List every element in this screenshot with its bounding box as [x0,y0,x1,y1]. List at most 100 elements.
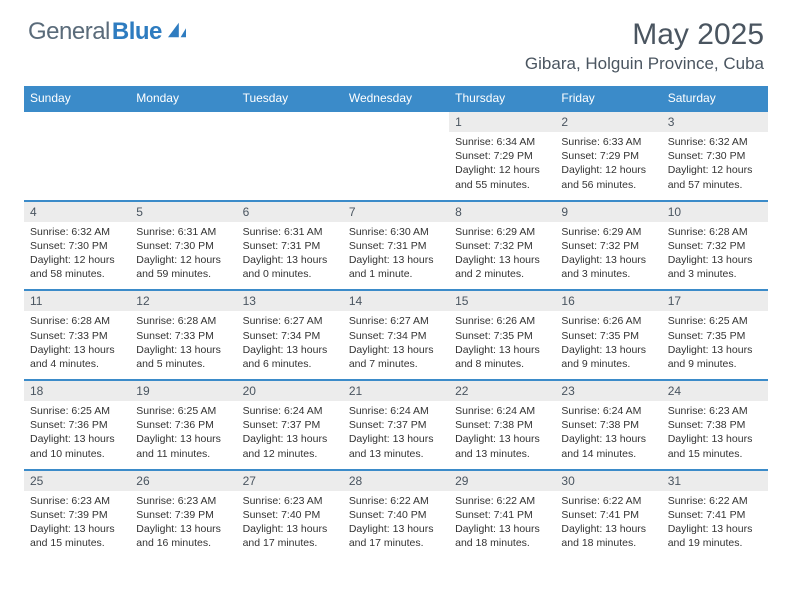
location-text: Gibara, Holguin Province, Cuba [525,54,764,74]
day-data: Sunrise: 6:22 AMSunset: 7:41 PMDaylight:… [555,491,661,559]
daylight-text: Daylight: 13 hours and 19 minutes. [668,522,762,550]
day-number: 14 [343,291,449,311]
day-data [24,118,130,174]
sunset-text: Sunset: 7:35 PM [455,329,549,343]
day-data: Sunrise: 6:23 AMSunset: 7:39 PMDaylight:… [24,491,130,559]
day-number: 11 [24,291,130,311]
month-title: May 2025 [525,18,764,52]
daylight-text: Daylight: 13 hours and 15 minutes. [30,522,124,550]
sunrise-text: Sunrise: 6:23 AM [30,494,124,508]
day-cell: 17Sunrise: 6:25 AMSunset: 7:35 PMDayligh… [662,290,768,380]
day-number: 6 [237,202,343,222]
day-cell: 20Sunrise: 6:24 AMSunset: 7:37 PMDayligh… [237,380,343,470]
sunset-text: Sunset: 7:32 PM [455,239,549,253]
day-number: 19 [130,381,236,401]
day-data: Sunrise: 6:23 AMSunset: 7:40 PMDaylight:… [237,491,343,559]
sunrise-text: Sunrise: 6:25 AM [668,314,762,328]
day-cell: 11Sunrise: 6:28 AMSunset: 7:33 PMDayligh… [24,290,130,380]
day-number: 7 [343,202,449,222]
day-data: Sunrise: 6:25 AMSunset: 7:36 PMDaylight:… [24,401,130,469]
sunrise-text: Sunrise: 6:28 AM [668,225,762,239]
day-number: 3 [662,112,768,132]
day-cell: 16Sunrise: 6:26 AMSunset: 7:35 PMDayligh… [555,290,661,380]
sunrise-text: Sunrise: 6:27 AM [243,314,337,328]
sunset-text: Sunset: 7:34 PM [349,329,443,343]
day-data [130,118,236,174]
calendar-table: Sunday Monday Tuesday Wednesday Thursday… [24,86,768,558]
sunrise-text: Sunrise: 6:23 AM [668,404,762,418]
day-number: 31 [662,471,768,491]
daylight-text: Daylight: 13 hours and 4 minutes. [30,343,124,371]
brand-general: General [28,18,110,46]
sunset-text: Sunset: 7:38 PM [668,418,762,432]
day-data: Sunrise: 6:34 AMSunset: 7:29 PMDaylight:… [449,132,555,200]
week-row: 1Sunrise: 6:34 AMSunset: 7:29 PMDaylight… [24,111,768,201]
week-row: 11 Sunrise: 6:28 AM Sunset: 7:33 PM Dayligh… [24,290,768,380]
daylight-text: Daylight: 13 hours and 13 minutes. [349,432,443,460]
day-cell: 30Sunrise: 6:22 AMSunset: 7:41 PMDayligh… [555,470,661,559]
day-number: 22 [449,381,555,401]
day-cell: 10Sunrise: 6:28 AMSunset: 7:32 PMDayligh… [662,201,768,291]
day-cell: 5Sunrise: 6:31 AMSunset: 7:30 PMDaylight… [130,201,236,291]
dow-cell: Monday [130,86,236,111]
daylight-text: Daylight: 13 hours and 3 minutes. [668,253,762,281]
day-data: Sunrise: 6:27 AMSunset: 7:34 PMDaylight:… [237,311,343,379]
daylight-text: Daylight: 12 hours and 57 minutes. [668,163,762,191]
sunrise-text: Sunrise: 6:30 AM [349,225,443,239]
day-data: Sunrise: 6:32 AMSunset: 7:30 PMDaylight:… [24,222,130,290]
daylight-text: Daylight: 13 hours and 12 minutes. [243,432,337,460]
sunset-text: Sunset: 7:39 PM [30,508,124,522]
day-data: Sunrise: 6:31 AMSunset: 7:31 PMDaylight:… [237,222,343,290]
daylight-text: Daylight: 13 hours and 11 minutes. [136,432,230,460]
day-data: Sunrise: 6:23 AMSunset: 7:39 PMDaylight:… [130,491,236,559]
day-number: 4 [24,202,130,222]
day-cell: 8Sunrise: 6:29 AMSunset: 7:32 PMDaylight… [449,201,555,291]
day-number: 1 [449,112,555,132]
day-data: Sunrise: 6:23 AMSunset: 7:38 PMDaylight:… [662,401,768,469]
sunset-text: Sunset: 7:36 PM [30,418,124,432]
sunset-text: Sunset: 7:35 PM [668,329,762,343]
sunset-text: Sunset: 7:33 PM [136,329,230,343]
sunset-text: Sunset: 7:34 PM [243,329,337,343]
day-cell: 29Sunrise: 6:22 AMSunset: 7:41 PMDayligh… [449,470,555,559]
day-number: 17 [662,291,768,311]
day-number: 24 [662,381,768,401]
day-cell: 2Sunrise: 6:33 AMSunset: 7:29 PMDaylight… [555,111,661,201]
day-data: Sunrise: 6:25 AMSunset: 7:35 PMDaylight:… [662,311,768,379]
day-data: Sunrise: 6:22 AMSunset: 7:41 PMDaylight:… [662,491,768,559]
sunset-text: Sunset: 7:41 PM [561,508,655,522]
sunset-text: Sunset: 7:37 PM [349,418,443,432]
day-data: Sunrise: 6:27 AMSunset: 7:34 PMDaylight:… [343,311,449,379]
day-data: Sunrise: 6:32 AMSunset: 7:30 PMDaylight:… [662,132,768,200]
sunrise-text: Sunrise: 6:26 AM [455,314,549,328]
sunset-text: Sunset: 7:39 PM [136,508,230,522]
day-data [343,118,449,174]
sunset-text: Sunset: 7:41 PM [455,508,549,522]
day-number: 20 [237,381,343,401]
day-cell [343,111,449,201]
sunset-text: Sunset: 7:38 PM [561,418,655,432]
daylight-text: Daylight: 12 hours and 59 minutes. [136,253,230,281]
sunrise-text: Sunrise: 6:32 AM [668,135,762,149]
sunrise-text: Sunrise: 6:28 AM [30,314,124,328]
day-number: 15 [449,291,555,311]
day-data: Sunrise: 6:22 AMSunset: 7:41 PMDaylight:… [449,491,555,559]
sunrise-text: Sunrise: 6:34 AM [455,135,549,149]
dow-cell: Sunday [24,86,130,111]
sunrise-text: Sunrise: 6:23 AM [243,494,337,508]
day-data: Sunrise: 6:24 AMSunset: 7:37 PMDaylight:… [343,401,449,469]
sunrise-text: Sunrise: 6:22 AM [455,494,549,508]
day-cell: 22Sunrise: 6:24 AMSunset: 7:38 PMDayligh… [449,380,555,470]
day-data: Sunrise: 6:29 AMSunset: 7:32 PMDaylight:… [449,222,555,290]
sunset-text: Sunset: 7:36 PM [136,418,230,432]
sunrise-text: Sunrise: 6:32 AM [30,225,124,239]
day-number: 13 [237,291,343,311]
day-cell: 23Sunrise: 6:24 AMSunset: 7:38 PMDayligh… [555,380,661,470]
sunrise-text: Sunrise: 6:25 AM [30,404,124,418]
day-number: 9 [555,202,661,222]
brand-blue: Blue [112,18,162,46]
day-number: 18 [24,381,130,401]
day-cell: 1Sunrise: 6:34 AMSunset: 7:29 PMDaylight… [449,111,555,201]
day-cell: 31Sunrise: 6:22 AMSunset: 7:41 PMDayligh… [662,470,768,559]
daylight-text: Daylight: 13 hours and 13 minutes. [455,432,549,460]
